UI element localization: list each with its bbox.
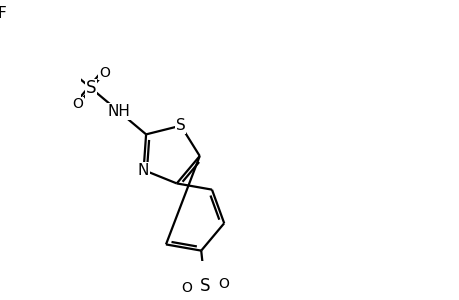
- Text: O: O: [99, 65, 110, 80]
- Text: O: O: [73, 97, 83, 111]
- Text: N: N: [138, 163, 149, 178]
- Text: S: S: [175, 118, 185, 133]
- Text: S: S: [86, 80, 96, 98]
- Text: F: F: [0, 6, 6, 21]
- Text: O: O: [180, 281, 191, 295]
- Text: NH: NH: [107, 104, 130, 119]
- Text: S: S: [199, 277, 210, 295]
- Text: O: O: [218, 277, 229, 291]
